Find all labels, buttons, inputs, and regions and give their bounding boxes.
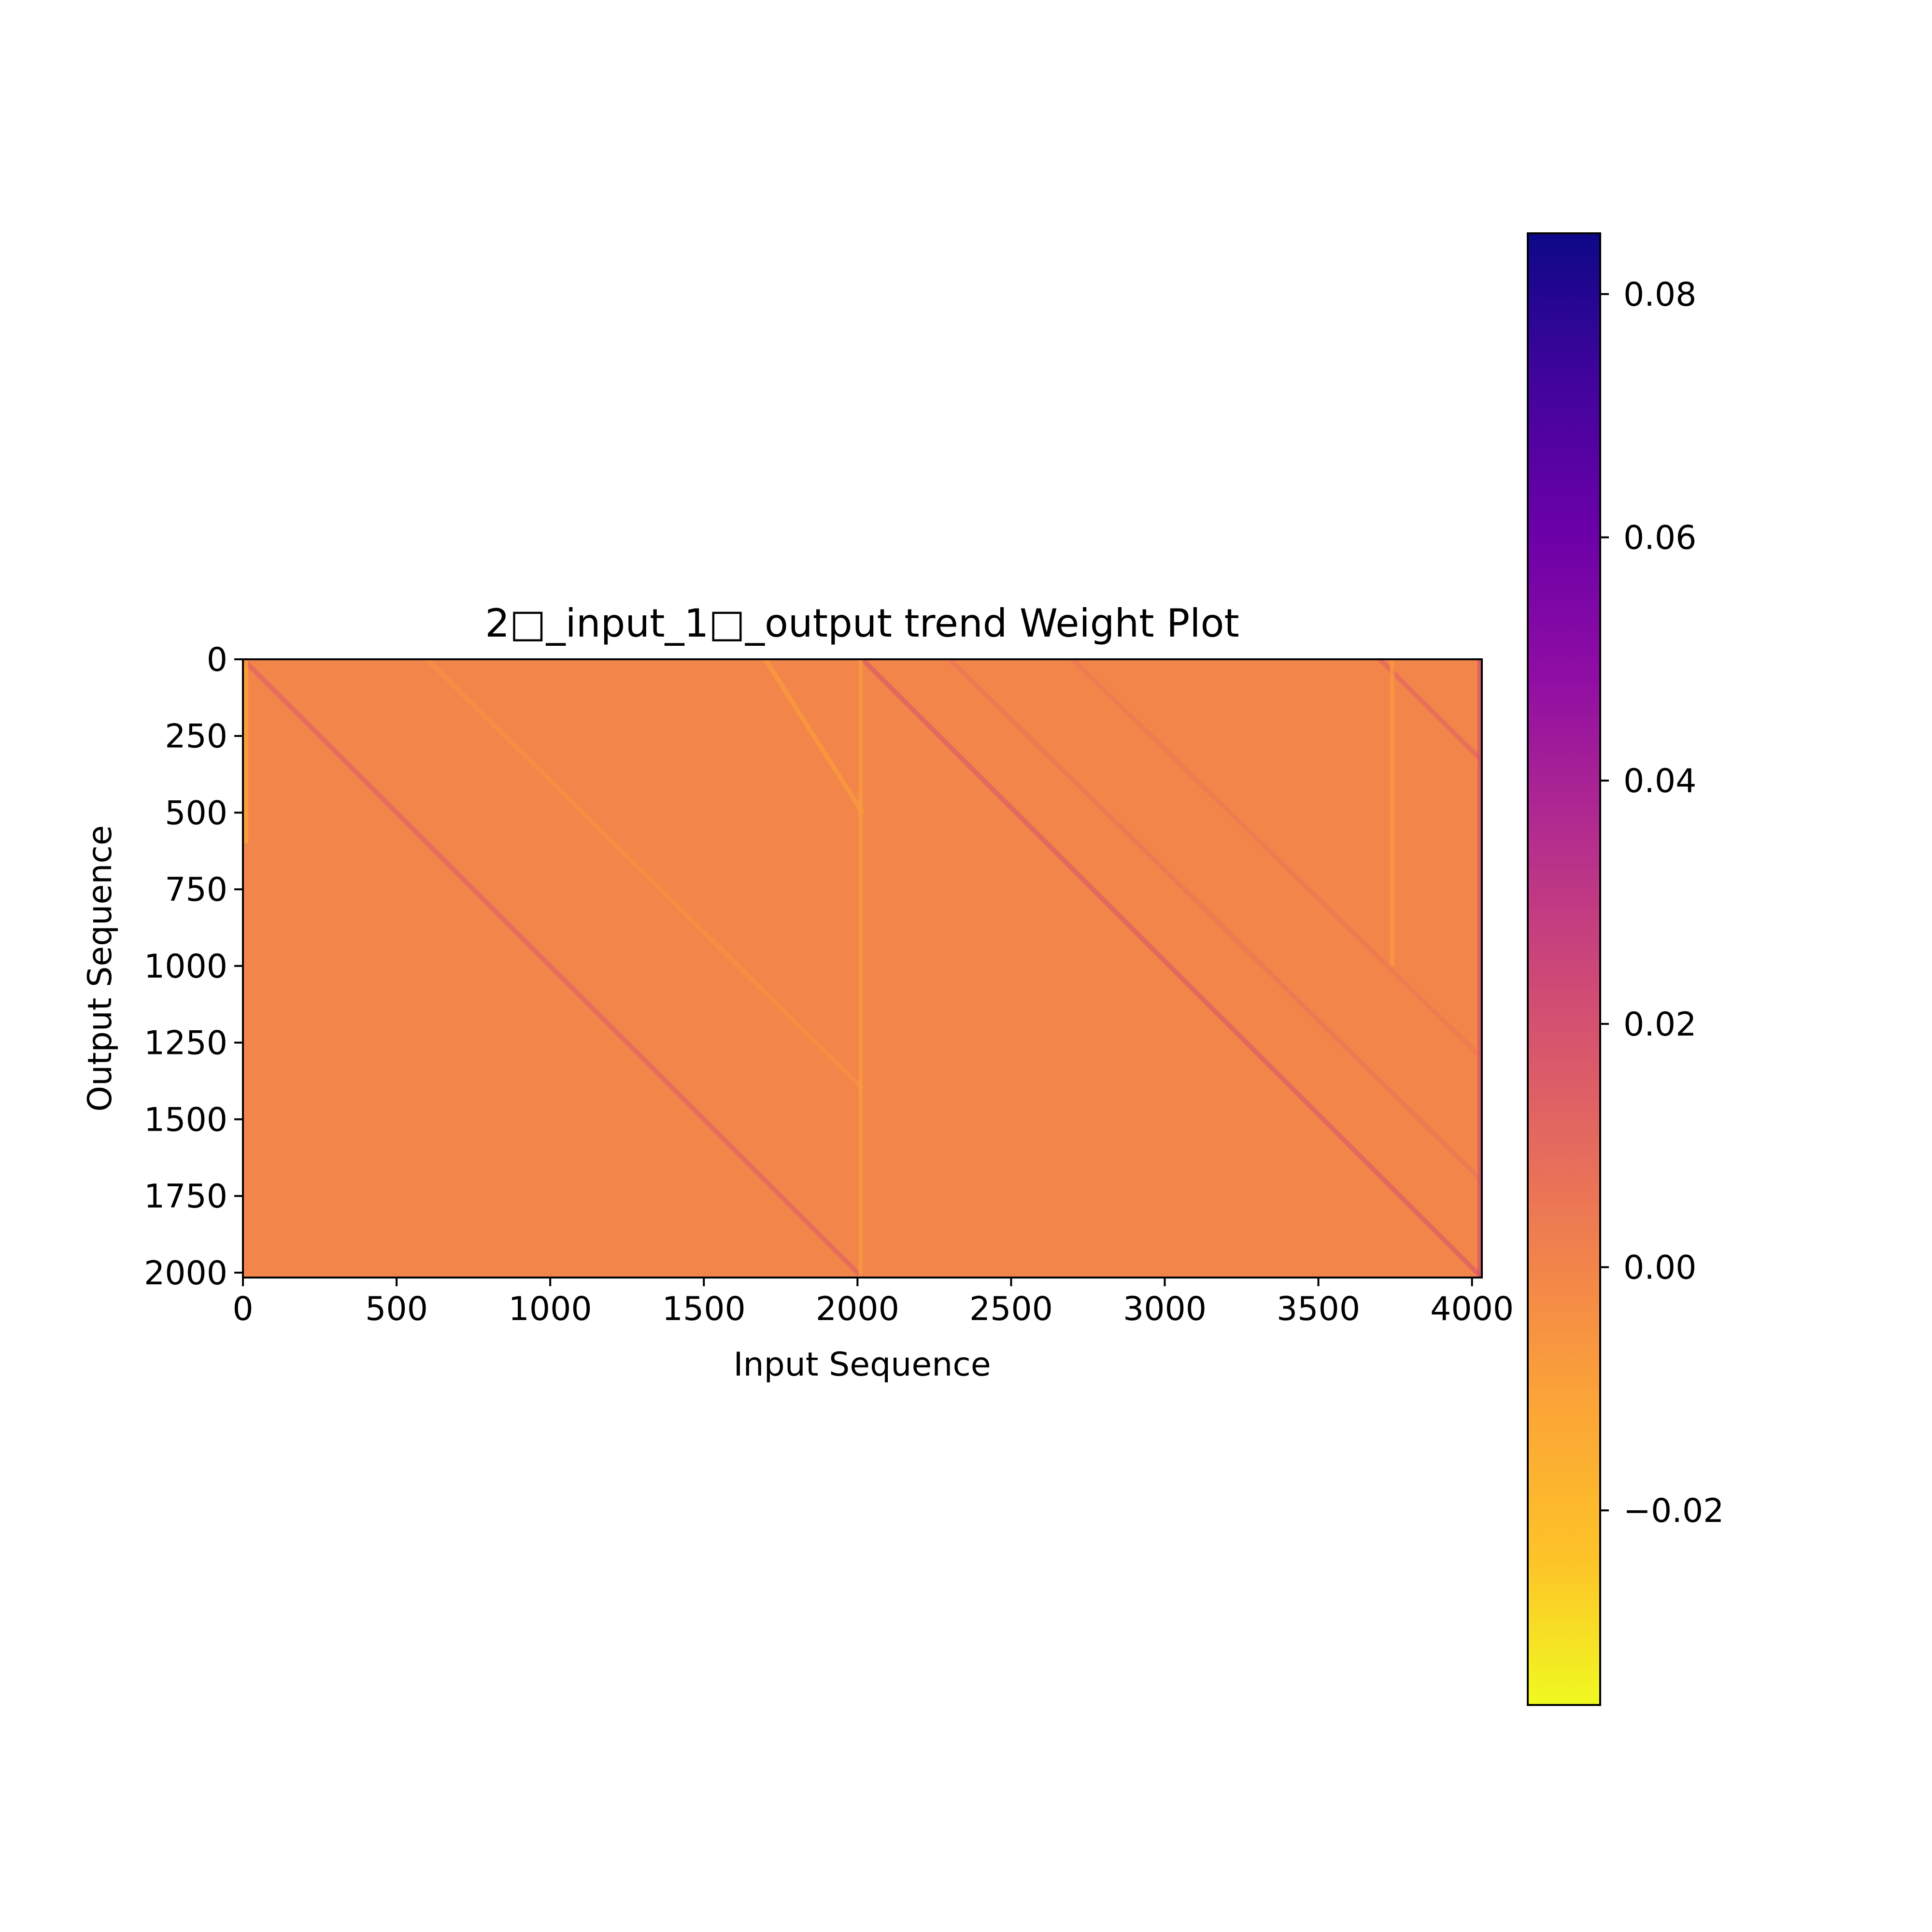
x-tick-label: 2500 xyxy=(969,1290,1053,1328)
y-axis-ticks: 0 250 500 750 1000 1250 1500 1750 2000 xyxy=(144,641,243,1293)
y-tick-label: 250 xyxy=(165,718,227,756)
colorbar xyxy=(1527,232,1601,1706)
x-tick-label: 1000 xyxy=(509,1290,592,1328)
heatmap-diagonal-band xyxy=(763,659,865,814)
heatmap-features xyxy=(243,659,1482,1278)
x-axis-ticks: 0 500 1000 1500 2000 2500 3000 3500 4000 xyxy=(232,1278,1514,1328)
colorbar-tick-label: 0.02 xyxy=(1623,1006,1696,1044)
plot-frame xyxy=(242,658,1483,1279)
heatmap-diagonal-band xyxy=(948,659,1482,1182)
y-tick-label: 0 xyxy=(207,641,227,679)
x-tick-label: 2000 xyxy=(816,1290,899,1328)
colorbar-tick-label: −0.02 xyxy=(1623,1492,1724,1530)
x-tick-label: 3500 xyxy=(1277,1290,1360,1328)
x-tick-label: 0 xyxy=(232,1290,253,1328)
heatmap-diagonal-band xyxy=(1378,659,1482,763)
y-tick-label: 500 xyxy=(165,794,227,832)
heatmap-diagonal-band xyxy=(243,659,865,1278)
colorbar-tick-label: 0.04 xyxy=(1623,762,1696,800)
chart-title: 2□_input_1□_output trend Weight Plot xyxy=(485,601,1239,646)
heatmap xyxy=(243,659,1482,1278)
heatmap-diagonal-band xyxy=(1071,659,1482,1060)
y-axis-label: Output Sequence xyxy=(81,825,119,1111)
colorbar-tick-label: 0.00 xyxy=(1623,1249,1696,1287)
x-tick-label: 4000 xyxy=(1430,1290,1514,1328)
y-tick-label: 1500 xyxy=(144,1101,227,1139)
colorbar-ticks: −0.02 0.00 0.02 0.04 0.06 0.08 xyxy=(1600,276,1724,1530)
x-tick-label: 1500 xyxy=(662,1290,746,1328)
x-tick-label: 3000 xyxy=(1123,1290,1207,1328)
colorbar-tick-label: 0.08 xyxy=(1623,276,1696,314)
y-tick-label: 1250 xyxy=(144,1024,227,1063)
heatmap-diagonal-band xyxy=(426,659,865,1091)
heatmap-diagonal-band xyxy=(860,659,1482,1278)
x-tick-label: 500 xyxy=(365,1290,428,1328)
colorbar-tick-label: 0.06 xyxy=(1623,519,1696,557)
y-tick-label: 750 xyxy=(165,871,227,909)
y-tick-label: 1750 xyxy=(144,1178,227,1216)
y-tick-label: 2000 xyxy=(144,1254,227,1293)
x-axis-label: Input Sequence xyxy=(733,1346,991,1384)
y-tick-label: 1000 xyxy=(144,948,227,986)
